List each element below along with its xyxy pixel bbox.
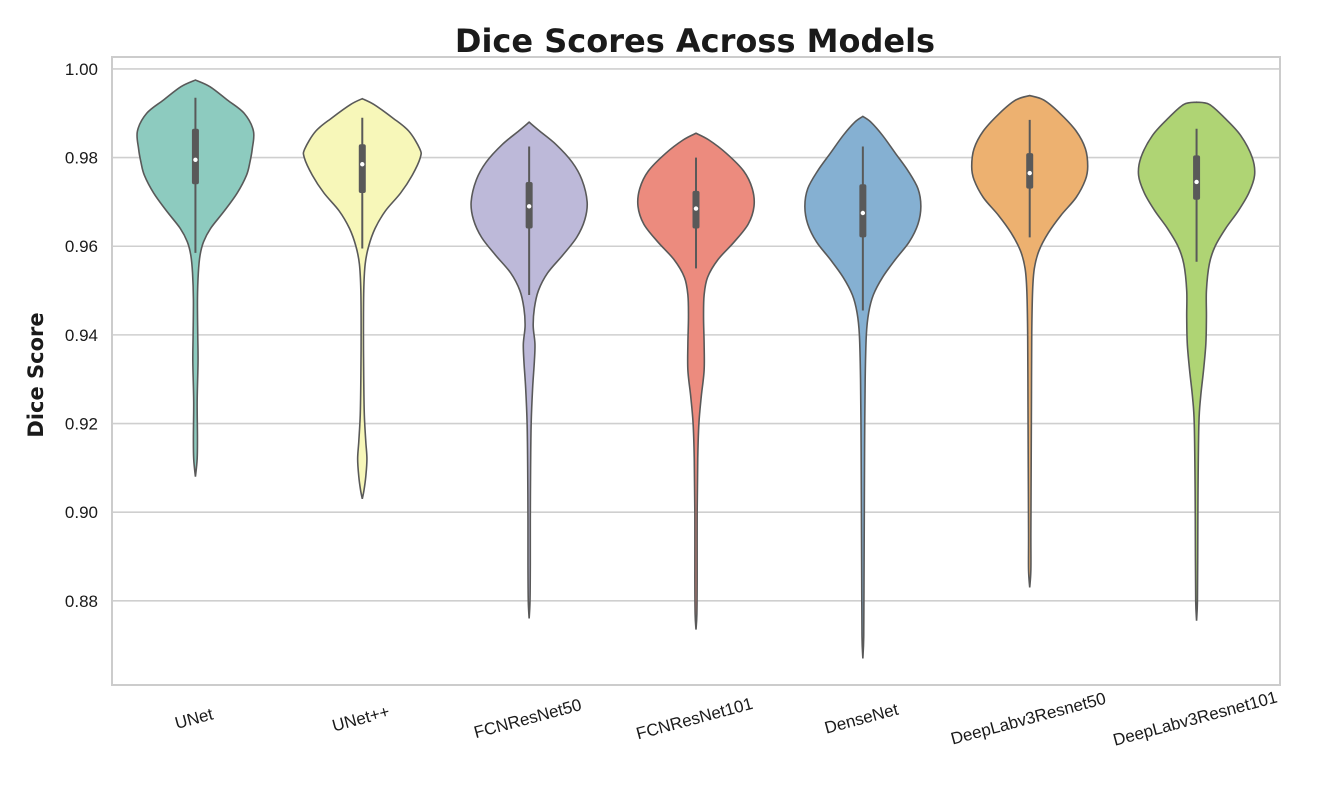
violin-deeplabv3resnet101 <box>1137 101 1256 621</box>
x-tick-label: FCNResNet50 <box>472 695 584 742</box>
violin-median <box>360 162 365 167</box>
violin-median <box>860 210 866 216</box>
x-tick-labels: UNet UNet++ FCNResNet50 FCNResNet101 DenseNe… <box>173 688 1279 750</box>
violin-median <box>1194 179 1199 185</box>
violin-iqr-box <box>859 184 867 238</box>
y-tick-label: 0.96 <box>65 237 98 256</box>
plot-frame <box>111 56 1281 686</box>
x-tick-label: DeepLabv3Resnet50 <box>949 689 1108 749</box>
violin-fcnresnet50 <box>470 121 589 619</box>
violin-densenet <box>804 115 922 659</box>
violin-body <box>302 97 422 500</box>
y-tick-label: 0.92 <box>65 415 98 434</box>
violin-body <box>1137 101 1256 621</box>
chart-title: Dice Scores Across Models <box>455 22 935 60</box>
y-tick-labels: 0.88 0.90 0.92 0.94 0.96 0.98 1.00 <box>65 60 98 611</box>
y-tick-label: 1.00 <box>65 60 98 79</box>
y-tick-label: 0.88 <box>65 592 98 611</box>
violin-body <box>636 132 756 630</box>
x-tick-label: UNet <box>173 704 216 732</box>
violin-iqr-box <box>1026 153 1034 189</box>
violins <box>136 79 1256 659</box>
violin-body <box>136 79 255 477</box>
y-tick-label: 0.90 <box>65 503 98 522</box>
violin-median <box>193 157 198 163</box>
violin-median <box>526 204 532 209</box>
violin-body <box>804 115 922 659</box>
violin-iqr-box <box>358 144 366 194</box>
violin-deeplabv3resnet50 <box>970 94 1089 588</box>
violin-iqr-box <box>191 128 199 185</box>
y-tick-label: 0.98 <box>65 149 98 168</box>
y-tick-label: 0.94 <box>65 326 98 345</box>
violin-median <box>1027 170 1032 176</box>
violin-body <box>470 121 589 619</box>
y-axis-label: Dice Score <box>24 312 48 437</box>
violin-fcnresnet101 <box>636 132 756 630</box>
violin-unet <box>136 79 255 477</box>
violin-unet- <box>302 97 422 500</box>
violin-body <box>970 94 1089 588</box>
x-tick-label: UNet++ <box>330 702 392 736</box>
violin-median <box>693 206 699 211</box>
violin-iqr-box <box>1193 155 1201 200</box>
x-tick-label: FCNResNet101 <box>634 694 755 743</box>
x-tick-label: DenseNet <box>822 700 900 738</box>
x-tick-label: DeepLabv3Resnet101 <box>1111 688 1279 750</box>
